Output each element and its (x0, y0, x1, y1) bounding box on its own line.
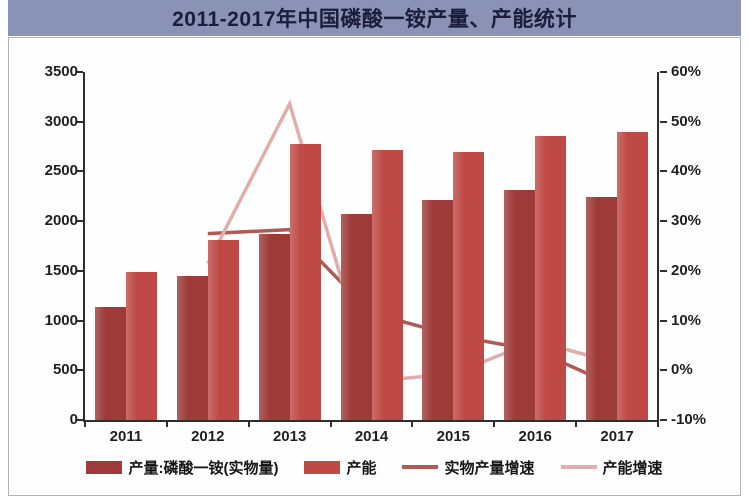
bar-production-2012 (176, 275, 208, 420)
legend-item-capacity-growth: 产能增速 (560, 457, 663, 478)
y-axis-left (83, 72, 85, 422)
x-tick (575, 422, 578, 427)
y-right-tick (660, 120, 667, 123)
legend-item-production-growth: 实物产量增速 (402, 457, 535, 478)
y-right-tick-label: -10% (671, 411, 707, 428)
y-right-tick (660, 369, 667, 372)
bar-production-2011 (94, 306, 126, 420)
bar-capacity-2013 (289, 143, 321, 420)
bar-capacity-2014 (371, 149, 403, 420)
legend-label-production: 产量:磷酸一铵(实物量) (128, 459, 279, 477)
x-tick-label-2011: 2011 (109, 428, 143, 445)
y-right-tick (660, 419, 667, 421)
y-right-tick-label: 40% (671, 162, 702, 180)
x-tick (657, 422, 659, 427)
y-right-tick-label: 30% (671, 212, 702, 230)
y-left-tick-label: 2000 (44, 212, 78, 230)
legend-label-capacity: 产能 (346, 459, 377, 477)
y-right-tick (660, 220, 667, 223)
bar-production-2017 (586, 197, 618, 420)
x-tick (84, 422, 86, 427)
bar-capacity-2017 (617, 131, 649, 420)
y-left-tick (76, 170, 83, 173)
y-right-tick (660, 170, 667, 173)
legend-item-capacity: 产能 (304, 457, 376, 478)
legend-label-production-growth: 实物产量增速 (444, 459, 535, 477)
bar-production-2016 (504, 190, 536, 420)
y-right-tick-label: 50% (671, 112, 702, 130)
y-left-tick-label: 0 (69, 411, 78, 428)
x-tick (493, 422, 496, 427)
y-right-tick (660, 319, 667, 322)
x-tick (165, 422, 168, 427)
x-tick (247, 422, 250, 427)
legend-swatch-capacity-growth (560, 465, 597, 469)
bar-capacity-2016 (535, 135, 567, 420)
bar-capacity-2012 (207, 240, 239, 420)
y-left-tick (76, 120, 83, 123)
y-right-tick-label: 10% (671, 311, 702, 329)
chart-title: 2011-2017年中国磷酸一铵产量、产能统计 (172, 8, 577, 31)
bar-capacity-2011 (125, 271, 157, 420)
bar-production-2015 (422, 200, 454, 420)
y-left-tick (76, 220, 83, 223)
x-tick-label-2015: 2015 (436, 428, 471, 445)
x-tick-label-2012: 2012 (191, 428, 225, 445)
x-tick-label-2013: 2013 (272, 428, 307, 445)
y-left-tick (76, 319, 83, 322)
y-left-tick (76, 369, 83, 372)
bar-production-2013 (258, 234, 290, 420)
y-left-tick (76, 269, 83, 272)
y-right-tick-label: 20% (671, 261, 702, 279)
bar-capacity-2015 (453, 151, 485, 420)
x-tick (411, 422, 414, 427)
y-right-tick (660, 269, 667, 272)
x-axis (83, 420, 659, 422)
x-tick (329, 422, 332, 427)
y-left-tick-label: 2500 (44, 162, 78, 180)
y-left-tick-label: 3500 (44, 63, 78, 80)
y-axis-right (657, 72, 659, 422)
y-left-tick-label: 1500 (44, 261, 78, 279)
chart-title-bar: 2011-2017年中国磷酸一铵产量、产能统计 (8, 0, 741, 36)
y-left-tick-label: 3000 (44, 112, 78, 130)
legend-swatch-production (86, 460, 123, 474)
y-right-tick (660, 71, 667, 73)
x-tick-label-2017: 2017 (600, 428, 634, 445)
legend-swatch-capacity (304, 460, 341, 474)
y-right-tick-label: 60% (671, 63, 702, 80)
x-tick-label-2016: 2016 (518, 428, 552, 445)
bar-production-2014 (340, 214, 372, 420)
x-tick-label-2014: 2014 (354, 428, 389, 445)
legend-item-production: 产量:磷酸一铵(实物量) (86, 457, 278, 478)
legend-label-capacity-growth: 产能增速 (602, 459, 663, 477)
legend-swatch-production-growth (402, 465, 439, 469)
y-left-tick (76, 419, 83, 421)
y-left-tick (76, 71, 83, 73)
y-left-tick-label: 1000 (44, 311, 78, 329)
y-left-tick-label: 500 (52, 361, 78, 379)
y-right-tick-label: 0% (671, 361, 693, 379)
chart-legend: 产量:磷酸一铵(实物量) 产能 实物产量增速 产能增速 (8, 452, 741, 482)
